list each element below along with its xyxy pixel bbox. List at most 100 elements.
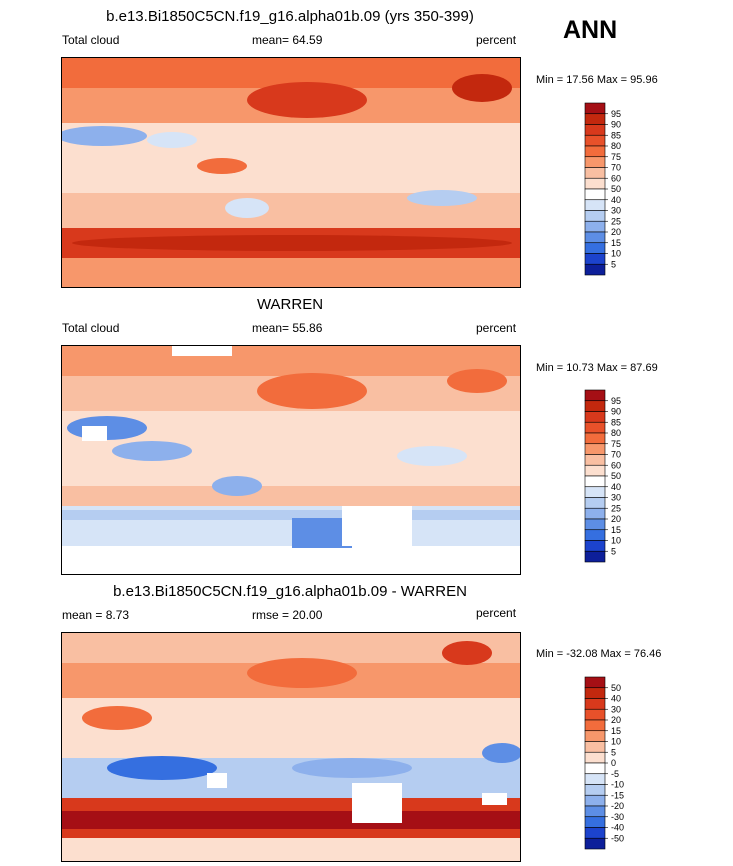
colorbar-tick-label: 10 [611,249,621,259]
colorbar-swatch [584,464,606,477]
colorbar-swatch [584,253,606,265]
panel-2-title: WARREN [256,296,324,313]
colorbar-swatch [584,124,606,136]
indian-neg [107,756,217,780]
colorbar-swatch [584,210,606,222]
colorbar-tick-label: 5 [611,546,616,556]
colorbar-tick-label: 95 [611,109,621,119]
colorbar-tick-label: 80 [611,428,621,438]
colorbar-tick-label: 40 [611,195,621,205]
colorbar-swatch [584,676,606,689]
colorbar-tick-label: 15 [611,525,621,535]
colorbar-tick-label: 0 [611,758,616,768]
colorbar-tick-label: 50 [611,471,621,481]
missing-data-2 [82,426,107,441]
colorbar-swatch [584,486,606,498]
colorbar-tick-label: 60 [611,173,621,183]
panel-1-right-label: percent [476,33,517,47]
colorbar-tick-label: 5 [611,747,616,757]
colorbar-tick-label: 10 [611,536,621,546]
north-pacific-max [257,373,367,409]
missing-data-1 [342,506,412,546]
colorbar-tick-label: 25 [611,503,621,513]
colorbar-swatch [584,156,606,168]
colorbar-swatch [584,134,606,147]
colorbar-swatch [584,199,606,211]
colorbar-swatch [584,242,606,254]
colorbar-tick-label: 40 [611,694,621,704]
band-antarctic [62,546,520,574]
southern-ocean-core [72,235,512,251]
panel-1-map [61,57,521,288]
colorbar-swatch [584,400,606,412]
colorbar-tick-label: -30 [611,812,624,822]
colorbar-swatch [584,411,606,423]
colorbar-swatch [584,518,606,531]
panel-2-map [61,345,521,575]
colorbar-swatch [584,805,606,818]
colorbar-swatch [584,784,606,796]
band-arctic [62,633,520,663]
colorbar-tick-label: 80 [611,141,621,151]
colorbar-tick-label: 60 [611,460,621,470]
colorbar-tick-label: -50 [611,833,624,843]
missing-data-2 [207,773,227,788]
panel-3-left-label: mean = 8.73 [62,608,130,622]
colorbar-swatch [584,188,606,201]
arabia-min [147,132,197,148]
panel-3-map [61,632,521,862]
colorbar-swatch [584,421,606,434]
colorbar-tick-label: 20 [611,715,621,725]
colorbar-swatch [584,827,606,839]
colorbar-swatch [584,698,606,710]
panel-3-right-label: percent [476,606,517,620]
north-atlantic-max [452,74,512,102]
colorbar-swatch [584,529,606,541]
colorbar-swatch [584,443,606,455]
panel-2-right-label: percent [476,321,517,335]
southern-band-low [62,510,520,520]
panel-2-left-label: Total cloud [62,321,120,335]
colorbar-swatch [584,113,606,125]
panel-2-minmax: Min = 10.73 Max = 87.69 [536,362,658,374]
colorbar-swatch [584,231,606,244]
colorbar-swatch [584,719,606,732]
colorbar-tick-label: -10 [611,780,624,790]
colorbar-tick-label: 20 [611,514,621,524]
colorbar-swatch [584,145,606,158]
panel-1-minmax: Min = 17.56 Max = 95.96 [536,74,658,86]
warm-pool-max [197,158,247,174]
panel-1-title: b.e13.Bi1850C5CN.f19_g16.alpha01b.09 (yr… [106,8,474,25]
se-pacific-min [407,190,477,206]
colorbar-swatch [584,540,606,552]
colorbar-tick-label: 75 [611,439,621,449]
panel-2-field [62,346,520,574]
australia-min [212,476,262,496]
band-arctic [62,346,520,376]
panel-1-left-label: Total cloud [62,33,120,47]
colorbar-tick-label: 30 [611,493,621,503]
missing-data-3 [172,346,232,356]
band-tropics [62,698,520,758]
colorbar-tick-label: 5 [611,259,616,269]
se-pacific-min [397,446,467,466]
colorbar-swatch [584,730,606,742]
colorbar-tick-label: 95 [611,396,621,406]
colorbar-tick-label: 85 [611,417,621,427]
indian-min [112,441,192,461]
panel-3-minmax: Min = -32.08 Max = 76.46 [536,648,662,660]
colorbar-tick-label: 25 [611,216,621,226]
colorbar-swatch [584,550,606,563]
colorbar-swatch [584,762,606,775]
colorbar-tick-label: -40 [611,823,624,833]
colorbar-swatch [584,389,606,402]
colorbar-tick-label: 40 [611,482,621,492]
colorbar-tick-label: -20 [611,801,624,811]
colorbar-swatch [584,507,606,520]
colorbar-tick-label: 15 [611,238,621,248]
colorbar-tick-label: 30 [611,704,621,714]
panel-2-center-label: mean= 55.86 [252,321,323,335]
